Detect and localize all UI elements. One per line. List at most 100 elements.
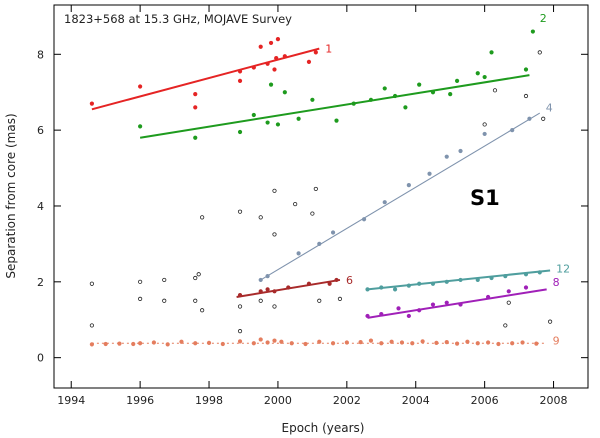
x-axis-title: Epoch (years) [282, 421, 365, 435]
point-12 [537, 270, 542, 275]
point-2 [430, 90, 436, 95]
point-2 [403, 105, 408, 110]
point-9 [389, 339, 394, 344]
y-tick-label: 8 [37, 48, 44, 61]
x-tick-label: 2008 [540, 394, 568, 407]
point-1 [268, 40, 274, 46]
point-12 [475, 277, 480, 283]
point-9 [444, 340, 449, 345]
fit-line-2 [139, 74, 530, 139]
point-1 [282, 54, 287, 59]
axis-ticks: 1994 1996 1998 2000 2002 2004 2006 2008 0 2 4 6 8 [37, 5, 588, 407]
point-4 [382, 200, 387, 205]
point-unassigned [89, 323, 94, 328]
point-unassigned [193, 275, 198, 281]
point-2 [351, 101, 356, 106]
point-1 [275, 37, 281, 42]
point-9 [330, 341, 336, 346]
point-6 [237, 292, 243, 298]
point-4 [527, 116, 532, 121]
point-unassigned [541, 116, 546, 121]
plot-frame [53, 4, 589, 389]
point-9 [279, 339, 284, 344]
component-label-6: 6 [346, 274, 353, 287]
y-tick-label: 2 [37, 276, 44, 289]
point-6 [258, 289, 263, 294]
point-unassigned [293, 201, 298, 207]
x-tick-label: 2006 [471, 394, 499, 407]
point-unassigned [317, 298, 322, 303]
point-2 [334, 118, 339, 123]
fit-line-8 [367, 288, 547, 319]
point-unassigned [482, 122, 487, 127]
point-8 [444, 300, 449, 305]
point-1 [251, 65, 256, 70]
point-12 [503, 274, 508, 279]
point-2 [454, 78, 460, 83]
component-label-9: 9 [553, 335, 560, 348]
point-4 [361, 217, 367, 222]
point-9 [251, 341, 256, 346]
point-9 [368, 338, 374, 343]
x-tick-label: 2002 [333, 394, 361, 407]
point-1 [274, 55, 279, 61]
point-12 [489, 275, 494, 281]
point-8 [458, 302, 463, 307]
point-2 [482, 74, 487, 80]
point-2 [523, 67, 529, 72]
point-unassigned [237, 209, 243, 214]
point-unassigned [272, 188, 277, 193]
point-4 [510, 128, 515, 133]
point-2 [368, 97, 374, 102]
point-8 [523, 285, 529, 290]
point-2 [251, 112, 256, 118]
point-unassigned [258, 215, 263, 220]
x-tick-label: 1996 [126, 394, 154, 407]
point-unassigned [162, 298, 167, 303]
point-1 [237, 78, 243, 83]
point-4 [258, 277, 263, 283]
point-9 [131, 341, 136, 347]
point-9 [103, 341, 108, 347]
point-2 [237, 129, 243, 135]
point-9 [465, 339, 470, 344]
point-8 [379, 311, 384, 317]
point-2 [310, 97, 315, 102]
point-8 [417, 308, 422, 313]
point-9 [220, 341, 225, 347]
fit-line-4 [260, 112, 541, 281]
point-2 [382, 86, 387, 91]
x-tick-label: 2000 [264, 394, 292, 407]
point-4 [444, 154, 449, 159]
point-2 [417, 82, 422, 87]
point-4 [265, 274, 270, 279]
point-2 [392, 93, 398, 99]
component-label-12: 12 [556, 263, 570, 276]
point-9 [165, 342, 170, 347]
point-9 [344, 340, 349, 345]
point-4 [458, 148, 463, 154]
point-unassigned [272, 304, 277, 309]
point-9 [303, 341, 308, 347]
point-1 [193, 92, 198, 97]
x-tick-label: 1994 [57, 394, 85, 407]
component-label-1: 1 [325, 43, 332, 56]
point-4 [317, 241, 322, 247]
point-4 [296, 251, 301, 256]
point-8 [430, 302, 436, 307]
point-4 [482, 131, 487, 137]
point-9 [317, 339, 322, 344]
point-2 [265, 120, 270, 125]
point-9 [179, 339, 184, 344]
point-9 [237, 339, 243, 344]
point-9 [520, 340, 525, 345]
point-9 [534, 341, 539, 346]
point-12 [365, 287, 370, 292]
point-unassigned [138, 279, 143, 284]
point-2 [530, 29, 535, 34]
point-2 [193, 135, 198, 140]
point-9 [117, 341, 122, 346]
point-9 [434, 340, 439, 345]
